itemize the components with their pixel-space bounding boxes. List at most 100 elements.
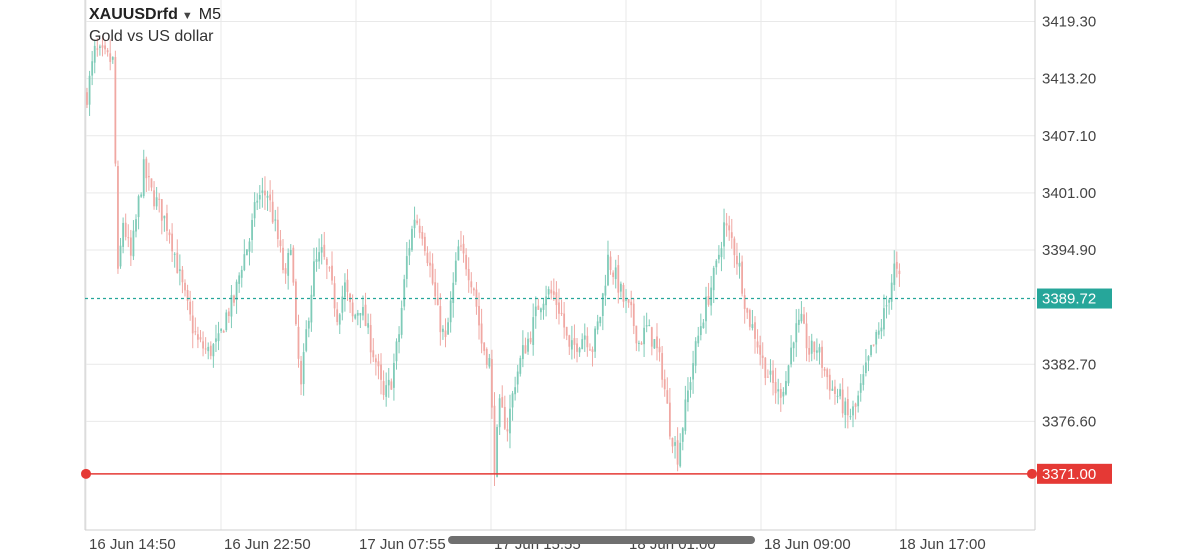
candle [754,316,756,354]
y-tick-label: 3382.70 [1042,356,1096,373]
candle [111,56,114,64]
candle [674,435,676,459]
candle [98,44,101,56]
candle [529,331,532,345]
timeframe-label[interactable]: M5 [198,6,222,23]
candle [560,299,563,316]
candle [756,329,759,354]
candle [687,377,689,412]
candle [197,326,199,349]
candle [666,377,669,404]
candle [88,70,91,116]
candle [302,343,305,396]
candle [460,230,462,251]
candle [805,312,808,362]
caret-down-icon[interactable]: ▼ [181,10,193,22]
candle [478,292,480,340]
candle [429,251,431,278]
candle [650,326,653,356]
alert-line-right-handle[interactable] [1027,468,1037,479]
candle [444,318,447,348]
candle [715,259,718,275]
alert-price-badge-text: 3371.00 [1042,466,1096,483]
candle [359,312,362,328]
symbol-header[interactable]: XAUUSDrfd ▼ M5 [89,6,221,24]
candle [521,330,524,368]
x-tick-label: 18 Jun 17:00 [899,536,986,553]
candle [276,206,279,248]
candle [467,257,470,293]
candle [168,229,171,244]
candle [289,244,292,256]
candle [297,314,300,368]
candle [470,272,473,294]
x-tick-label: 16 Jun 14:50 [89,536,176,553]
candle [583,323,586,352]
horizontal-scrollbar[interactable] [448,536,755,544]
candle [310,285,313,332]
candle [800,301,803,324]
candle [875,329,878,354]
candle [233,294,235,307]
symbol-name[interactable]: XAUUSDrfd [89,6,178,23]
candle [720,241,723,272]
candle [220,328,223,334]
candle [746,307,749,319]
candle [462,235,465,263]
candle [374,354,377,376]
candle [194,317,197,336]
candle [176,239,179,274]
candle [145,156,148,192]
candle [356,309,359,326]
candle [766,369,769,378]
candle [578,346,581,357]
candle [163,215,166,232]
candle [785,371,787,396]
candle [640,341,643,345]
candle [171,223,174,262]
candle [547,286,550,299]
x-axis-labels: 16 Jun 14:50 16 Jun 22:50 17 Jun 07:55 17 J… [89,536,986,553]
candle [599,316,602,327]
candle [761,342,764,369]
candle [656,323,658,361]
candle [238,272,241,293]
x-tick-label: 16 Jun 22:50 [224,536,311,553]
candle [661,345,664,388]
y-tick-label: 3407.10 [1042,128,1096,145]
candle [728,215,731,241]
candle [594,326,596,358]
candle [792,341,795,362]
candle [516,364,519,393]
candle [178,254,181,286]
candle [635,325,638,352]
candle [140,192,143,198]
candle [895,251,898,278]
candle [839,383,842,400]
candle [787,364,790,387]
candle [689,376,692,398]
candle [153,181,155,210]
candle [400,300,403,339]
candle [362,295,364,321]
candle [614,259,617,289]
price-lines [81,297,1037,479]
candle [483,341,486,356]
alert-line-left-handle[interactable] [81,468,91,479]
candle [663,369,666,397]
alert-price-badge: 3371.00 [1037,463,1112,484]
candle [723,208,725,260]
candle [751,309,754,331]
candle [184,279,186,297]
candle [493,392,496,486]
candle [632,298,635,335]
candle [730,218,733,249]
candle [576,337,578,363]
candle [524,337,527,354]
candle [447,317,449,335]
candle [622,282,625,308]
candle [380,353,382,395]
candle [129,229,132,267]
candle [653,338,656,349]
